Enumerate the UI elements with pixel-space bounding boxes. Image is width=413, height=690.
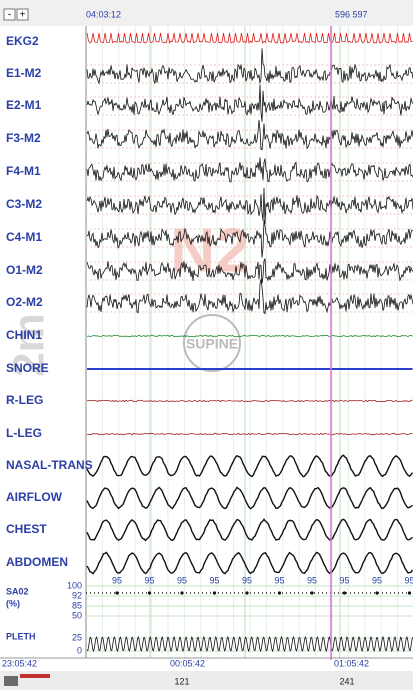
channel-label: O1-M2 [6,263,43,277]
pleth-waveform [86,635,413,653]
zoom-in-button[interactable] [16,8,29,21]
channel-label: E2-M1 [6,98,42,112]
channel-waveform [86,84,413,122]
hypnogram-marker [20,674,50,678]
sao2-reading: 95 [112,575,122,585]
channel-waveform [86,432,413,436]
cursor-time: 04:03:12 [86,9,121,19]
sao2-dot [147,591,152,595]
footer-time: 00:05:42 [170,658,205,668]
channel-label: SNORE [6,361,49,375]
channel-waveform [86,279,413,315]
channel-waveform [86,399,413,403]
sao2-dot [310,591,314,595]
pleth-scale: 0 [77,645,82,655]
button-label: - [8,10,11,21]
sao2-dot [277,591,282,595]
hypnogram-icon[interactable] [4,676,18,686]
sao2-scale: 85 [72,600,82,610]
channel-label: NASAL-TRANS [6,458,93,472]
sao2-label: (%) [6,598,20,608]
epoch-numbers: 596 597 [335,9,368,19]
channel-waveform [86,157,413,183]
channel-label: CHIN1 [6,328,42,342]
window-length: 2m [5,313,54,377]
sao2-reading: 95 [274,575,284,585]
channel-waveform [86,48,413,85]
channel-label: AIRFLOW [6,490,63,504]
channel-label: ABDOMEN [6,555,68,569]
channel-label: C3-M2 [6,197,42,211]
channel-label: O2-M2 [6,295,43,309]
position-circle [183,314,241,372]
sao2-label: SA02 [6,586,29,596]
toolbar [0,0,413,26]
sao2-scale: 100 [67,580,82,590]
footer-time: 23:05:42 [2,658,37,668]
sao2-reading: 95 [307,575,317,585]
channel-waveform [86,334,413,338]
pleth-scale: 25 [72,632,82,642]
zoom-out-button[interactable] [3,8,16,21]
pleth-label: PLETH [6,631,36,641]
channel-waveform [86,119,413,151]
footer-epoch: 121 [174,676,189,686]
sao2-reading: 95 [372,575,382,585]
sao2-reading: 95 [209,575,219,585]
channel-waveform [86,518,413,542]
sao2-reading: 95 [404,575,413,585]
sao2-dot [212,591,217,595]
sao2-reading: 95 [339,575,349,585]
channel-label: C4-M1 [6,230,42,244]
sao2-dot [342,591,347,595]
channel-labels: EKG2 E1-M2 E2-M1 F3-M2 F4-M1 C3-M2 C4-M1 O1-M2 O… [6,34,413,655]
channel-waveform [86,220,413,258]
waveforms [86,32,413,653]
channel-label: L-LEG [6,426,42,440]
body-position: SUPINE [186,336,238,352]
channel-waveform [86,258,413,284]
sao2-scale: 92 [72,590,82,600]
channel-label: F3-M2 [6,131,41,145]
sao2-reading: 95 [177,575,187,585]
sao2-dot [245,591,249,595]
sao2-dot [375,591,379,595]
channel-waveform [86,551,413,575]
channel-label: R-LEG [6,393,43,407]
status-bar [0,671,413,690]
sao2-scale: 50 [72,610,82,620]
channel-label: CHEST [6,522,47,536]
channel-label: F4-M1 [6,164,41,178]
sao2-dot [407,591,412,595]
channel-waveform [86,486,413,510]
sao2-reading: 95 [242,575,252,585]
footer-epoch: 241 [339,676,354,686]
sao2-dot [180,591,184,595]
channel-label: E1-M2 [6,66,42,80]
channel-waveform [86,32,413,44]
sao2-dot [115,591,119,595]
footer-time: 01:05:42 [334,658,369,668]
channel-label: EKG2 [6,34,39,48]
sao2-reading: 95 [144,575,154,585]
button-label: + [20,10,26,21]
channel-waveform [86,187,413,225]
channel-waveform [86,454,413,478]
